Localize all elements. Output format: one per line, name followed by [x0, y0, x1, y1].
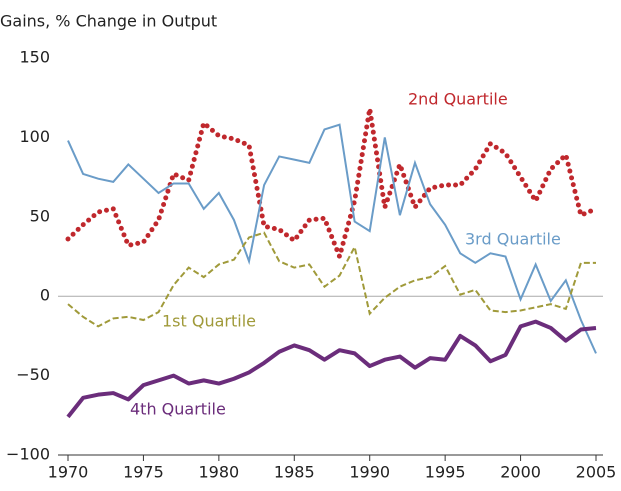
x-tick-label: 1985 [274, 463, 315, 482]
series-line [66, 319, 597, 419]
x-tick-label: 1990 [349, 463, 390, 482]
y-tick-label: 150 [19, 48, 50, 67]
series-line [65, 108, 599, 265]
y-tick-label: 50 [30, 206, 50, 225]
x-tick-label: 1975 [123, 463, 164, 482]
series-line [67, 123, 597, 354]
x-tick-label: 2000 [500, 463, 541, 482]
series-label: 4th Quartile [130, 400, 226, 419]
x-tick-label: 1980 [198, 463, 239, 482]
series-label: 2nd Quartile [408, 90, 508, 109]
series-label: 3rd Quartile [465, 230, 561, 249]
series-line [67, 231, 596, 328]
y-tick-label: 0 [40, 286, 50, 305]
x-tick-label: 1970 [48, 463, 89, 482]
y-axis-title: Gains, % Change in Output [0, 12, 217, 31]
series-label: 1st Quartile [162, 312, 256, 331]
y-tick-label: −50 [16, 365, 50, 384]
x-tick-label: 2005 [576, 463, 617, 482]
x-tick-label: 1995 [425, 463, 466, 482]
y-tick-label: 100 [19, 127, 50, 146]
y-tick-label: −100 [6, 445, 50, 464]
